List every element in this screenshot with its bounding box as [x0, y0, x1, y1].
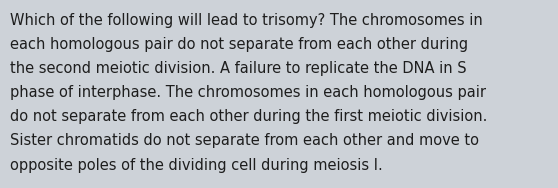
Text: do not separate from each other during the first meiotic division.: do not separate from each other during t…: [10, 109, 488, 124]
Text: Sister chromatids do not separate from each other and move to: Sister chromatids do not separate from e…: [10, 133, 479, 149]
Text: each homologous pair do not separate from each other during: each homologous pair do not separate fro…: [10, 37, 468, 52]
Text: Which of the following will lead to trisomy? The chromosomes in: Which of the following will lead to tris…: [10, 13, 483, 28]
Text: the second meiotic division. A failure to replicate the DNA in S: the second meiotic division. A failure t…: [10, 61, 466, 76]
Text: phase of interphase. The chromosomes in each homologous pair: phase of interphase. The chromosomes in …: [10, 85, 486, 100]
Text: opposite poles of the dividing cell during meiosis I.: opposite poles of the dividing cell duri…: [10, 158, 383, 173]
